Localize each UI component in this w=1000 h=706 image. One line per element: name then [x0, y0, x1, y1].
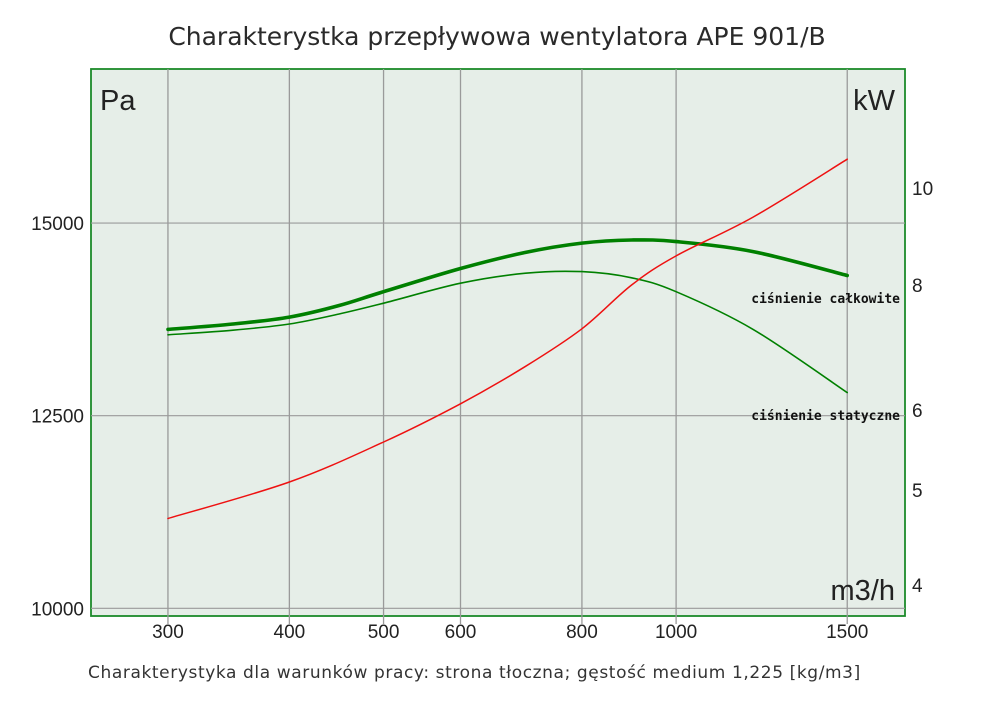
series-line-cisnienie-calkowite [166, 238, 849, 332]
x-tick-label: 500 [368, 622, 400, 643]
x-axis-label: m3/h [831, 575, 895, 607]
y-right-tick-label: 6 [912, 401, 923, 422]
curve-label-cisnienie-statyczne: ciśnienie statyczne [751, 409, 900, 424]
chart-footer: Charakterystyka dla warunków pracy: stro… [88, 663, 861, 683]
x-tick-label: 300 [152, 622, 184, 643]
y-left-tick-label: 15000 [31, 214, 84, 235]
series-line-cisnienie-statyczne [167, 270, 848, 394]
x-tick-label: 1000 [655, 622, 697, 643]
x-tick-label: 800 [566, 622, 598, 643]
y-right-tick-label: 4 [912, 576, 923, 597]
x-tick-label: 600 [445, 622, 477, 643]
series-lines [166, 158, 849, 520]
series-labels: ciśnienie całkowite ciśnienie statyczne [751, 292, 900, 424]
tick-labels: 300 400 500 600 800 1000 1500 10000 12500 15000 4 5… [31, 179, 933, 643]
chart-title: Charakterystka przepływowa wentylatora A… [168, 22, 825, 51]
curve-label-cisnienie-calkowite: ciśnienie całkowite [751, 292, 900, 307]
y-axis-label-left: Pa [100, 85, 136, 117]
x-tick-label: 1500 [826, 622, 868, 643]
y-right-tick-label: 5 [912, 481, 923, 502]
y-right-tick-label: 8 [912, 276, 923, 297]
y-left-tick-label: 10000 [31, 599, 84, 620]
plot-area [90, 68, 906, 617]
series-line-moc [167, 158, 848, 520]
y-right-tick-label: 10 [912, 179, 933, 200]
grid-lines [91, 69, 905, 624]
y-left-tick-label: 12500 [31, 407, 84, 428]
x-tick-label: 400 [274, 622, 306, 643]
y-axis-label-right: kW [853, 85, 896, 117]
